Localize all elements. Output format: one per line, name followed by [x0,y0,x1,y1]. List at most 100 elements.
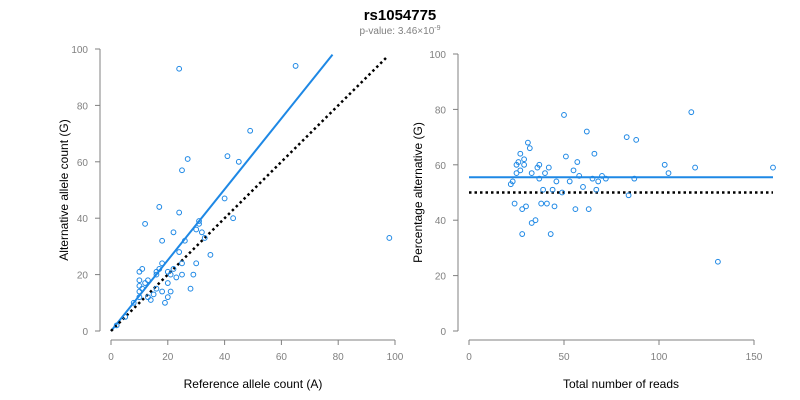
x-tick-label: 0 [108,352,114,363]
data-point [536,161,543,168]
x-axis-label: Reference allele count (A) [184,377,323,391]
y-tick-label: 100 [71,45,88,56]
fit-line [110,54,334,332]
data-point [547,231,554,237]
x-tick-label: 50 [558,352,570,363]
pvalue-exponent: -9 [434,25,440,32]
y-tick-label: 80 [435,105,447,116]
y-tick-label: 100 [429,50,446,61]
data-point [519,206,526,213]
data-point [563,153,569,160]
data-point [542,170,548,177]
data-point [136,277,143,284]
data-point [517,150,524,157]
data-point [181,237,188,244]
data-point [207,251,214,258]
data-point [515,159,522,165]
data-point [599,172,605,179]
data-point [247,127,254,134]
data-point [602,175,609,182]
data-point [715,258,721,265]
tick-marks: 0 20 40 60 80 100 0 20 40 60 80 100 [71,45,403,363]
y-tick-label: 20 [435,272,447,283]
data-point [159,237,166,244]
y-tick-label: 80 [77,101,89,112]
data-point [130,299,137,306]
y-tick-label: 60 [435,161,447,172]
data-point [536,175,543,182]
y-tick-label: 40 [435,216,447,227]
data-point [566,178,573,185]
data-point [167,271,174,278]
data-point [532,217,539,224]
data-point [665,170,672,177]
data-point [221,195,228,202]
x-tick-label: 80 [333,352,345,363]
y-axis-label: Percentage alternative (G) [411,122,425,263]
data-point [230,215,237,222]
data-point [511,200,518,207]
y-tick-label: 0 [440,327,446,338]
data-point [179,260,185,267]
data-point [162,299,168,306]
data-point [159,288,166,295]
data-point [525,139,531,146]
y-tick-label: 40 [77,214,89,225]
data-point [770,164,776,171]
data-point [540,186,546,193]
y-tick-label: 0 [82,327,88,338]
data-point [580,184,586,190]
data-point [561,112,567,118]
reference-line [110,56,388,332]
right-scatter-panel: 0 50 100 150 0 20 40 60 80 100 Total number of re… [411,50,776,391]
data-point [196,220,202,227]
data-point [528,170,535,177]
data-point [113,322,120,329]
x-axis-label: Total number of reads [563,377,679,391]
x-tick-label: 150 [746,352,763,363]
x-tick-label: 20 [162,352,174,363]
data-point [509,178,516,185]
data-point [170,266,177,272]
data-point [551,203,558,210]
data-point [623,134,630,141]
pvalue-text: p-value: 3.46×10 [359,26,434,37]
data-point [513,170,520,177]
data-point [595,178,602,185]
data-point [553,178,560,185]
data-point [544,200,550,207]
data-point [139,285,146,292]
data-point [153,271,160,278]
data-point [201,235,208,241]
data-point [593,186,600,193]
x-tick-label: 60 [276,352,288,363]
data-point [159,260,166,267]
data-point [292,63,299,69]
data-point [235,158,242,165]
data-point [528,220,535,226]
trend-lines [469,176,773,194]
data-point [519,231,526,237]
data-point [122,314,129,320]
data-point [190,271,197,278]
data-points [113,63,393,329]
data-point [526,145,533,152]
data-point [196,218,202,224]
data-point [170,229,177,236]
data-point [179,167,185,174]
data-point [521,156,527,163]
data-point [136,268,143,275]
data-point [167,288,174,295]
data-point [631,175,638,182]
data-point [545,164,552,171]
data-point [591,150,598,157]
data-point [176,209,183,216]
data-point [523,203,529,210]
y-tick-label: 60 [77,158,89,169]
data-point [517,167,524,174]
data-point [164,294,171,301]
data-point [661,161,668,168]
data-point [224,153,231,160]
data-point [164,280,171,286]
